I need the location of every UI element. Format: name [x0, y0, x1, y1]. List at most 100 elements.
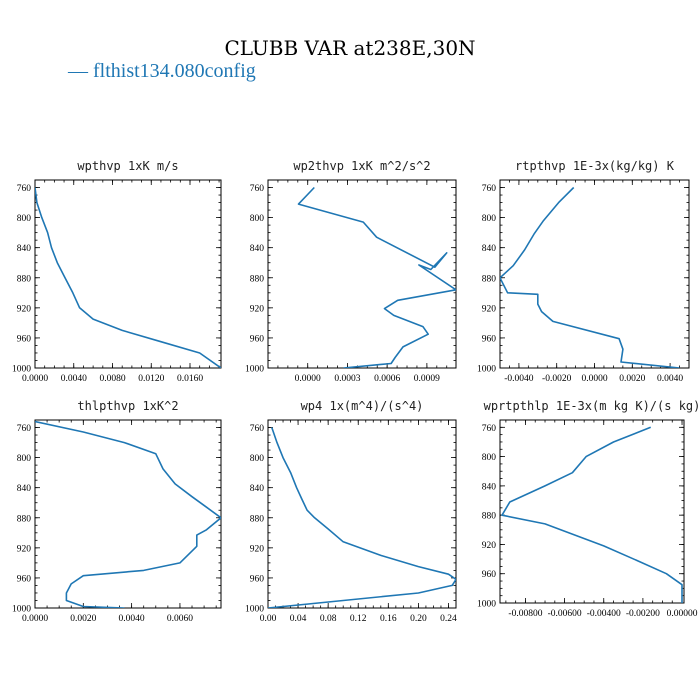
series-line — [501, 426, 683, 603]
x-tick-label: -0.00200 — [626, 609, 660, 619]
y-tick-label: 920 — [482, 541, 497, 551]
x-tick-label: -0.0040 — [504, 374, 534, 384]
x-tick-label: 0.20 — [410, 614, 427, 624]
y-tick-label: 920 — [250, 544, 265, 554]
x-tick-label: 0.04 — [290, 614, 307, 624]
panel-6: wprtpthlp 1E-3x(m kg K)/(s kg) 760 800 840 8… — [477, 399, 700, 619]
y-tick-label: 800 — [17, 214, 32, 224]
y-tick-label: 840 — [482, 244, 497, 254]
x-tick-label: 0.00 — [260, 614, 277, 624]
x-tick-label: 0.12 — [350, 614, 367, 624]
x-tick-label: 0.24 — [440, 614, 457, 624]
y-tick-label: 880 — [17, 514, 32, 524]
x-tick-label: 0.08 — [320, 614, 337, 624]
panel-title: wprtpthlp 1E-3x(m kg K)/(s kg) — [484, 399, 700, 413]
y-tick-label: 800 — [482, 453, 497, 463]
y-tick-label: 800 — [250, 214, 265, 224]
x-tick-label: 0.0020 — [70, 614, 96, 624]
series-line — [268, 427, 456, 608]
y-tick-label: 920 — [17, 304, 32, 314]
x-tick-label: 0.0000 — [295, 374, 321, 384]
panel-title: wp2thvp 1xK m^2/s^2 — [293, 159, 430, 173]
x-tick-label: 0.00000 — [667, 609, 698, 619]
y-tick-label: 800 — [250, 454, 265, 464]
x-tick-label: 0.0080 — [99, 374, 125, 384]
y-tick-label: 840 — [250, 244, 265, 254]
y-tick-label: 760 — [250, 424, 265, 434]
y-tick-label: 760 — [17, 424, 32, 434]
y-tick-label: 840 — [482, 482, 497, 492]
y-tick-label: 760 — [17, 184, 32, 194]
y-tick-label: 760 — [482, 424, 497, 434]
y-tick-label: 760 — [482, 184, 497, 194]
series-line — [297, 186, 456, 368]
y-tick-label: 960 — [250, 334, 265, 344]
series-line — [500, 186, 680, 368]
y-tick-label: 920 — [482, 304, 497, 314]
x-tick-label: 0.0003 — [334, 374, 360, 384]
panel-3: rtpthvp 1E-3x(kg/kg) K 760 800 840 880 920 960… — [477, 159, 690, 384]
y-tick-label: 840 — [17, 244, 32, 254]
y-tick-label: 1000 — [12, 365, 31, 375]
legend-label: — flthist134.080config — [67, 60, 256, 82]
plot-frame — [34, 179, 222, 369]
x-tick-label: -0.00400 — [587, 609, 621, 619]
y-tick-label: 1000 — [477, 600, 496, 610]
figure-title: CLUBB VAR at238E,30N — [224, 36, 475, 60]
y-tick-label: 1000 — [12, 605, 31, 615]
x-tick-label: 0.0160 — [177, 374, 203, 384]
y-tick-label: 840 — [250, 484, 265, 494]
y-tick-label: 960 — [482, 334, 497, 344]
series-line — [35, 187, 221, 368]
plot-frame — [267, 419, 457, 609]
plot-frame — [499, 419, 685, 604]
x-tick-label: 0.0000 — [22, 374, 48, 384]
y-tick-label: 960 — [17, 334, 32, 344]
y-tick-label: 1000 — [477, 365, 496, 375]
panel-title: wpthvp 1xK m/s — [77, 159, 178, 173]
y-tick-label: 880 — [482, 274, 497, 284]
x-tick-label: 0.0040 — [119, 614, 145, 624]
plot-frame — [34, 419, 222, 609]
panel-title: thlpthvp 1xK^2 — [77, 399, 178, 413]
y-tick-label: 960 — [250, 574, 265, 584]
x-tick-label: -0.00800 — [508, 609, 542, 619]
x-tick-label: 0.0006 — [374, 374, 400, 384]
panel-2: wp2thvp 1xK m^2/s^2 760 800 840 880 920 960 100… — [245, 159, 457, 384]
y-tick-label: 920 — [17, 544, 32, 554]
y-tick-label: 1000 — [245, 605, 264, 615]
x-tick-label: 0.0009 — [414, 374, 440, 384]
y-tick-label: 880 — [482, 512, 497, 522]
y-tick-label: 800 — [17, 454, 32, 464]
y-tick-label: 920 — [250, 304, 265, 314]
x-tick-label: 0.0020 — [619, 374, 645, 384]
chart-panels: wpthvp 1xK m/s76080084088092096010000.00… — [12, 159, 700, 624]
x-tick-label: 0.0040 — [61, 374, 87, 384]
x-tick-label: 0.0120 — [138, 374, 164, 384]
plot-frame — [499, 179, 690, 369]
x-tick-label: 0.0000 — [22, 614, 48, 624]
y-tick-label: 880 — [250, 514, 265, 524]
y-tick-label: 760 — [250, 184, 265, 194]
panel-title: rtpthvp 1E-3x(kg/kg) K — [515, 159, 675, 173]
panel-1: wpthvp 1xK m/s76080084088092096010000.00… — [12, 159, 222, 384]
y-tick-label: 1000 — [245, 365, 264, 375]
plot-frame — [267, 179, 457, 369]
x-tick-label: -0.0020 — [542, 374, 572, 384]
y-tick-label: 840 — [17, 484, 32, 494]
panel-5: wp4 1x(m^4)/(s^4)76080084088092096010000… — [245, 399, 457, 624]
y-tick-label: 880 — [250, 274, 265, 284]
y-tick-label: 880 — [17, 274, 32, 284]
y-tick-label: 960 — [482, 570, 497, 580]
x-tick-label: -0.00600 — [548, 609, 582, 619]
y-tick-label: 800 — [482, 214, 497, 224]
x-tick-label: 0.0060 — [167, 614, 193, 624]
x-tick-label: 0.0040 — [657, 374, 683, 384]
panel-title: wp4 1x(m^4)/(s^4) — [301, 399, 424, 413]
x-tick-label: 0.16 — [380, 614, 397, 624]
panel-4: thlpthvp 1xK^276080084088092096010000.00… — [12, 399, 222, 624]
y-tick-label: 960 — [17, 574, 32, 584]
x-tick-label: 0.0000 — [581, 374, 607, 384]
series-line — [35, 420, 221, 608]
